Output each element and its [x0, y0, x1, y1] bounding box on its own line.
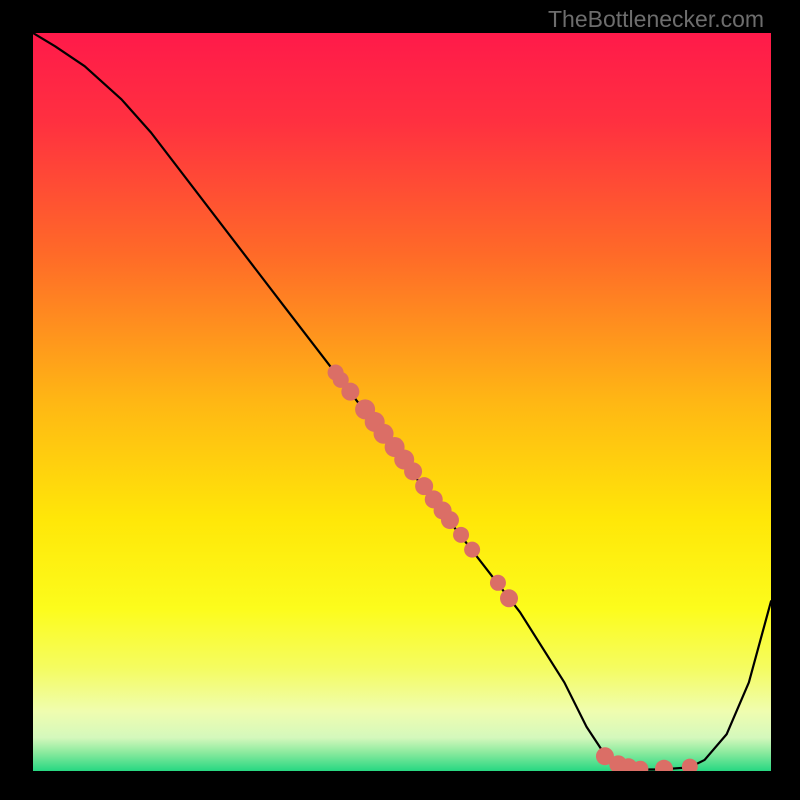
data-point — [500, 589, 518, 607]
watermark-text: TheBottlenecker.com — [548, 6, 764, 33]
data-point — [441, 511, 459, 529]
data-point — [404, 462, 422, 480]
plot-gradient — [33, 33, 771, 771]
data-point — [490, 575, 506, 591]
data-point — [464, 542, 480, 558]
bottleneck-chart — [0, 0, 800, 800]
data-point — [341, 383, 359, 401]
data-point — [453, 527, 469, 543]
